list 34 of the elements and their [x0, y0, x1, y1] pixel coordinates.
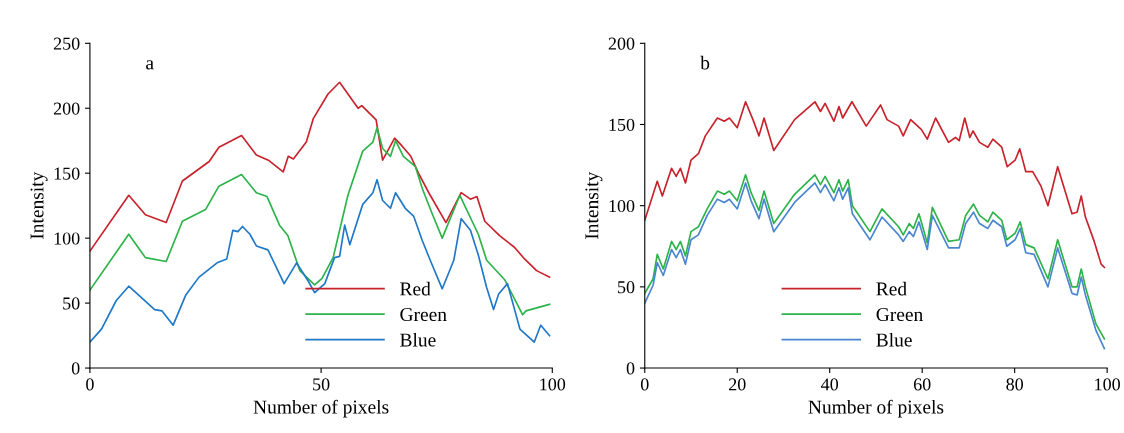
line-series [89, 81, 551, 278]
legend-label: Blue [876, 332, 912, 347]
x-axis-title: Number of pixels [253, 399, 389, 418]
y-axis-title: Intensity [585, 171, 603, 239]
y-tick-label: 200 [53, 102, 80, 115]
x-tick-label: 100 [540, 378, 566, 391]
legend-label: Green [876, 308, 923, 322]
y-tick-label: 200 [608, 37, 635, 50]
x-tick-label: 20 [729, 378, 746, 391]
y-tick-label: 150 [609, 118, 635, 131]
x-axis-title: Number of pixels [808, 399, 944, 418]
legend-label: Red [400, 281, 431, 296]
legend-label: Blue [400, 332, 436, 347]
annotation: b [700, 55, 710, 70]
y-tick-label: 0 [626, 362, 635, 375]
y-tick-label: 100 [54, 232, 80, 245]
legend-label: Green [400, 308, 447, 322]
x-tick-label: 40 [821, 378, 839, 391]
line-series [644, 100, 1106, 269]
x-tick-label: 0 [86, 378, 94, 391]
y-tick-label: 50 [63, 297, 80, 310]
legend-label: Red [876, 281, 907, 296]
y-tick-label: 0 [71, 362, 80, 375]
y-tick-label: 100 [609, 199, 635, 213]
x-tick-label: 80 [1006, 378, 1023, 391]
x-tick-label: 60 [913, 378, 931, 391]
x-tick-label: 50 [313, 378, 330, 391]
y-axis-title: Intensity [30, 171, 48, 239]
y-tick-label: 50 [618, 281, 635, 294]
y-tick-label: 250 [53, 37, 80, 50]
x-tick-label: 100 [1095, 378, 1120, 391]
annotation: a [146, 60, 154, 70]
x-tick-label: 0 [640, 378, 649, 391]
y-tick-label: 150 [54, 167, 80, 180]
